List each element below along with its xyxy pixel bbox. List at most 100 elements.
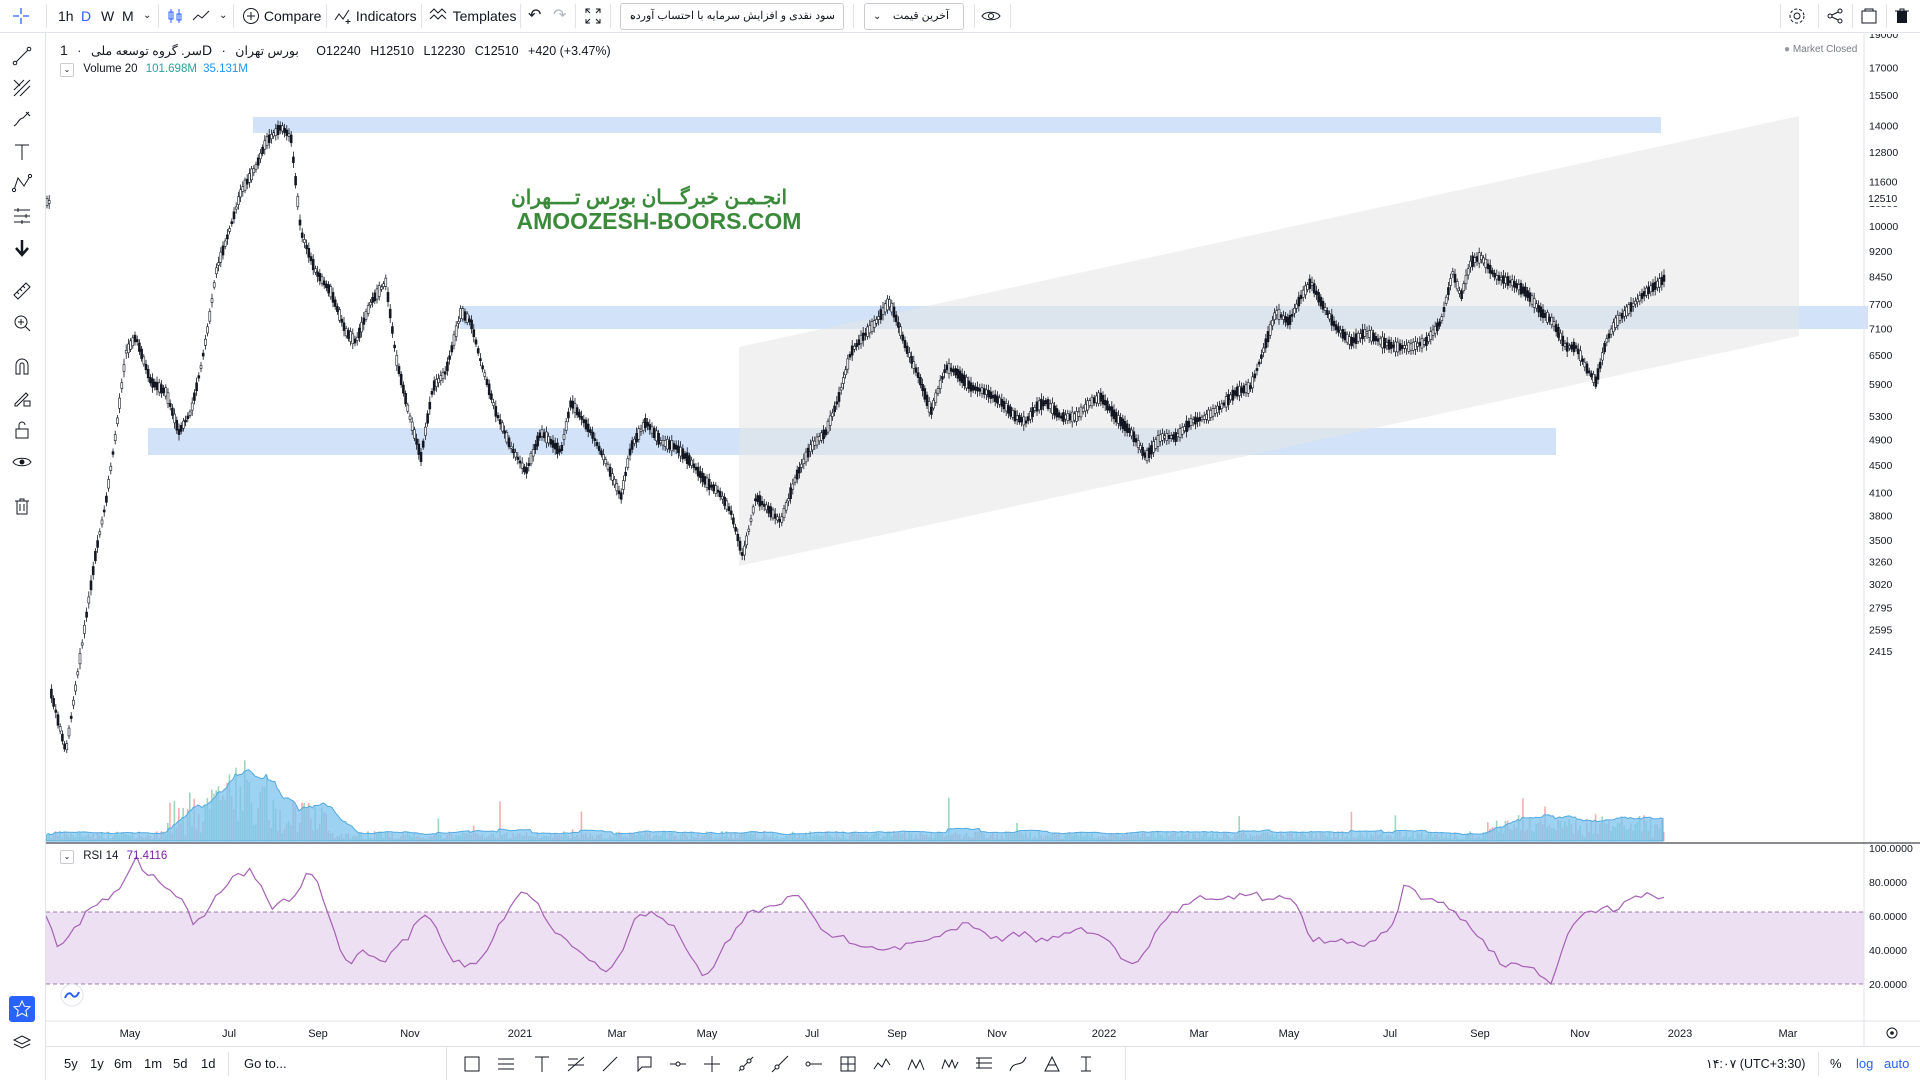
share-icon[interactable] (1826, 0, 1844, 32)
chevron-down-icon[interactable]: ⌄ (219, 10, 228, 21)
candle-body (718, 490, 722, 498)
candle-body (1508, 280, 1512, 283)
eye-icon[interactable] (981, 0, 1001, 32)
trash-icon[interactable] (1894, 0, 1910, 32)
abcde-pattern-icon[interactable] (941, 1055, 959, 1073)
line-icon[interactable] (601, 1055, 619, 1073)
snapshot-icon[interactable] (1860, 0, 1878, 32)
goto-button[interactable]: Go to... (244, 1056, 287, 1071)
compare-button[interactable]: Compare (242, 0, 321, 32)
arrow-down-icon[interactable] (9, 235, 35, 261)
measure-icon[interactable] (1077, 1055, 1095, 1073)
candle-body (201, 352, 205, 357)
range-5d[interactable]: 5d (173, 1056, 188, 1071)
abcd-pattern-icon[interactable] (907, 1055, 925, 1073)
candle-body (611, 473, 614, 481)
percent-toggle[interactable]: % (1830, 1056, 1842, 1071)
prediction-icon[interactable] (9, 203, 35, 229)
eye-icon[interactable] (9, 449, 35, 475)
candle-body (861, 332, 865, 341)
exchange-name: بورس تهران (235, 44, 299, 58)
pitchfork-icon[interactable] (9, 75, 35, 101)
chevron-down-icon[interactable]: ⌄ (60, 850, 74, 864)
interval-w[interactable]: W (101, 8, 115, 24)
horizontal-lines-icon[interactable] (497, 1055, 515, 1073)
redo-icon[interactable]: ↷ (553, 7, 567, 24)
tradingview-logo-icon[interactable] (60, 983, 84, 1007)
favorite-star-icon[interactable] (9, 996, 35, 1022)
ray-icon[interactable] (737, 1055, 755, 1073)
unlock-icon[interactable] (9, 417, 35, 443)
crosshair-icon[interactable] (12, 0, 34, 32)
time-axis[interactable]: May Jul Sep Nov 2021 Mar May Jul Sep Nov 2022 Mar Ma… (120, 1028, 1798, 1040)
candle-body (848, 353, 852, 358)
clock-timezone[interactable]: ۱۴:۰۷ (UTC+3:30) (1706, 1057, 1806, 1071)
candle-body (875, 319, 878, 324)
candle-body (1013, 410, 1017, 422)
symbol-legend[interactable]: سر. گروه توسعه ملی · 1D · بورس تهران O12… (60, 42, 611, 58)
candle-body (1033, 407, 1037, 411)
indicators-button[interactable]: Indicators (334, 0, 417, 32)
candle-body (1642, 291, 1646, 297)
rsi-axis[interactable]: 100.0000 80.0000 60.0000 40.0000 20.0000 (1869, 843, 1913, 991)
resistance-zone[interactable] (253, 117, 1661, 133)
range-1m[interactable]: 1m (144, 1056, 163, 1071)
candle-body (1099, 392, 1103, 402)
range-6m[interactable]: 6m (114, 1056, 133, 1071)
triangle-pattern-icon[interactable] (1043, 1055, 1061, 1073)
candle-body (1627, 304, 1631, 314)
horizontal-ray-icon[interactable] (669, 1055, 687, 1073)
candle-body (1125, 423, 1129, 433)
range-1y[interactable]: 1y (90, 1056, 104, 1071)
lock-drawings-icon[interactable] (9, 385, 35, 411)
interval-1h[interactable]: 1h (58, 8, 74, 24)
settings-gear-icon[interactable] (1788, 0, 1806, 32)
candle-body (1271, 320, 1274, 327)
price-source-dropdown[interactable]: ⌄ آخرین قیمت (864, 3, 964, 30)
fib-retracement-icon[interactable] (975, 1055, 993, 1073)
line-chart-icon[interactable] (192, 0, 210, 32)
interval-m[interactable]: M (122, 8, 134, 24)
magnet-icon[interactable] (9, 353, 35, 379)
candles-icon[interactable] (166, 0, 184, 32)
horizontal-segment-icon[interactable] (805, 1055, 823, 1073)
templates-button[interactable]: Templates (429, 0, 516, 32)
chevron-down-icon[interactable]: ⌄ (60, 63, 74, 77)
cross-line-icon[interactable] (703, 1055, 721, 1073)
layers-icon[interactable] (9, 1030, 35, 1056)
interval-d[interactable]: D (81, 8, 92, 24)
adjustment-dropdown[interactable]: ⌄ سود نقدی و افزایش سرمایه با احتساب آور… (620, 3, 844, 30)
chevron-down-icon[interactable]: ⌄ (143, 10, 152, 21)
fullscreen-icon[interactable] (584, 0, 602, 32)
trash-icon[interactable] (9, 493, 35, 519)
text-icon[interactable] (533, 1055, 551, 1073)
candle-body (811, 440, 814, 451)
range-5y[interactable]: 5y (64, 1056, 78, 1071)
zoom-in-icon[interactable] (9, 310, 35, 336)
extended-line-icon[interactable] (771, 1055, 789, 1073)
ruler-icon[interactable] (9, 278, 35, 304)
candle-body (1260, 354, 1263, 359)
pattern-icon[interactable] (9, 171, 35, 197)
time-axis-settings-icon[interactable] (1886, 1027, 1898, 1039)
log-toggle[interactable]: log (1856, 1056, 1874, 1071)
curve-icon[interactable] (1009, 1055, 1027, 1073)
price-tick: 11600 (1869, 177, 1898, 189)
rectangle-icon[interactable] (463, 1055, 481, 1073)
chart-canvas[interactable]: انجـمـن خبرگـــان بورس تــــهران AMOOZES… (46, 34, 1920, 1046)
volume-legend[interactable]: ⌄ Volume 20 101.698M 35.131M (60, 63, 248, 77)
text-tool-icon[interactable] (9, 139, 35, 165)
auto-toggle[interactable]: auto (1884, 1056, 1910, 1071)
brush-icon[interactable] (9, 107, 35, 133)
rsi-legend[interactable]: ⌄ RSI 14 71.4116 (60, 850, 167, 864)
range-1d[interactable]: 1d (201, 1056, 216, 1071)
callout-icon[interactable] (635, 1055, 653, 1073)
trend-line-icon[interactable] (9, 43, 35, 69)
elliott-wave-icon[interactable] (873, 1055, 891, 1073)
undo-icon[interactable]: ↶ (528, 7, 542, 24)
path-icon[interactable] (567, 1055, 585, 1073)
price-axis[interactable]: 1900017000155001400012800116001080010000… (1869, 34, 1898, 658)
candle-body (734, 526, 737, 532)
long-position-icon[interactable] (839, 1055, 857, 1073)
status-dot-icon: ● (1784, 44, 1791, 55)
